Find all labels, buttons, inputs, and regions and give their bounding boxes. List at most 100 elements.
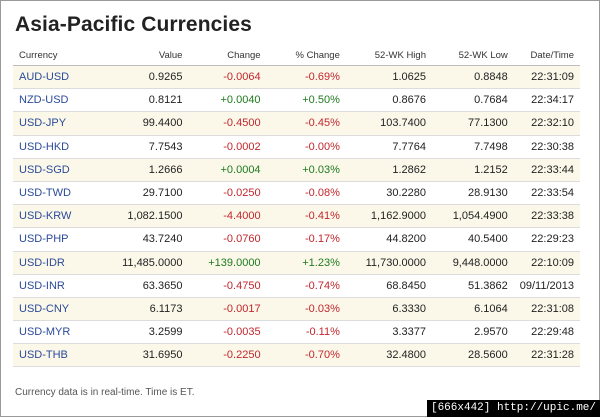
currency-symbol-link[interactable]: USD-JPY (13, 111, 104, 136)
datetime-cell: 22:10:09 (513, 251, 580, 275)
table-header-row: Currency Value Change % Change 52-WK Hig… (13, 45, 580, 66)
change-cell: -0.0250 (188, 181, 267, 206)
52wk-high-cell: 3.3377 (345, 320, 432, 345)
value-cell: 29.7100 (103, 181, 189, 206)
currency-symbol-link[interactable]: USD-THB (13, 343, 104, 368)
datetime-cell: 22:31:28 (513, 343, 580, 368)
52wk-low-cell: 77.1300 (431, 111, 514, 136)
52wk-high-cell: 0.8676 (345, 88, 432, 113)
change-cell: -0.4750 (188, 274, 267, 298)
change-cell: -0.0002 (188, 135, 267, 159)
change-cell: -0.0760 (188, 227, 267, 252)
value-cell: 1.2666 (103, 158, 189, 182)
currency-symbol-link[interactable]: USD-KRW (13, 204, 104, 229)
pct-change-cell: -0.08% (266, 181, 346, 206)
datetime-cell: 22:33:38 (513, 204, 580, 229)
watermark-label: [666x442] http://upic.me/ (426, 400, 600, 417)
page-title: Asia-Pacific Currencies (15, 13, 252, 36)
table-row: USD-KRW 1,082.1500 -4.4000 -0.41% 1,162.9000… (13, 204, 580, 229)
52wk-low-cell: 0.8848 (431, 65, 514, 90)
change-cell: -0.2250 (188, 343, 267, 368)
52wk-high-cell: 1,162.9000 (345, 204, 432, 229)
table-row: USD-SGD 1.2666 +0.0004 +0.03% 1.2862 1.2152 22… (13, 158, 580, 182)
value-cell: 6.1173 (103, 297, 189, 322)
value-cell: 31.6950 (103, 343, 189, 368)
col-value-header[interactable]: Value (103, 45, 189, 66)
pct-change-cell: +1.23% (266, 251, 346, 275)
52wk-high-cell: 7.7764 (345, 135, 432, 159)
table-row: USD-IDR 11,485.0000 +139.0000 +1.23% 11,730.… (13, 251, 580, 275)
footnote: Currency data is in real-time. Time is E… (15, 387, 195, 398)
52wk-high-cell: 32.4800 (345, 343, 432, 368)
value-cell: 3.2599 (103, 320, 189, 345)
value-cell: 63.3650 (103, 274, 189, 298)
52wk-low-cell: 0.7684 (431, 88, 514, 113)
pct-change-cell: +0.50% (266, 88, 346, 113)
table-row: USD-HKD 7.7543 -0.0002 -0.00% 7.7764 7.7498 22… (13, 135, 580, 159)
pct-change-cell: -0.70% (266, 343, 346, 368)
52wk-low-cell: 9,448.0000 (431, 251, 514, 275)
change-cell: +0.0004 (188, 158, 267, 182)
currency-symbol-link[interactable]: USD-CNY (13, 297, 104, 322)
currency-symbol-link[interactable]: USD-SGD (13, 158, 104, 182)
pct-change-cell: -0.00% (266, 135, 346, 159)
52wk-high-cell: 1.0625 (345, 65, 432, 90)
value-cell: 99.4400 (103, 111, 189, 136)
52wk-high-cell: 6.3330 (345, 297, 432, 322)
datetime-cell: 22:33:54 (513, 181, 580, 206)
col-52wk-low-header[interactable]: 52-WK Low (431, 45, 514, 66)
value-cell: 0.8121 (103, 88, 189, 113)
table-row: AUD-USD 0.9265 -0.0064 -0.69% 1.0625 0.8848 22… (13, 65, 580, 90)
52wk-high-cell: 68.8450 (345, 274, 432, 298)
datetime-cell: 22:34:17 (513, 88, 580, 113)
table-row: USD-INR 63.3650 -0.4750 -0.74% 68.8450 51.386… (13, 274, 580, 298)
value-cell: 11,485.0000 (103, 251, 189, 275)
change-cell: -0.0064 (188, 65, 267, 90)
col-datetime-header[interactable]: Date/Time (513, 45, 580, 66)
currency-symbol-link[interactable]: NZD-USD (13, 88, 104, 113)
change-cell: -4.4000 (188, 204, 267, 229)
col-currency-header[interactable]: Currency (13, 45, 104, 66)
pct-change-cell: -0.41% (266, 204, 346, 229)
change-cell: +0.0040 (188, 88, 267, 113)
pct-change-cell: -0.17% (266, 227, 346, 252)
currency-symbol-link[interactable]: USD-MYR (13, 320, 104, 345)
value-cell: 1,082.1500 (103, 204, 189, 229)
pct-change-cell: -0.74% (266, 274, 346, 298)
currency-symbol-link[interactable]: USD-HKD (13, 135, 104, 159)
table-row: USD-TWD 29.7100 -0.0250 -0.08% 30.2280 28.913… (13, 181, 580, 206)
change-cell: +139.0000 (188, 251, 267, 275)
currency-symbol-link[interactable]: USD-INR (13, 274, 104, 298)
datetime-cell: 22:31:08 (513, 297, 580, 322)
change-cell: -0.0017 (188, 297, 267, 322)
datetime-cell: 22:32:10 (513, 111, 580, 136)
52wk-low-cell: 28.9130 (431, 181, 514, 206)
table-row: USD-JPY 99.4400 -0.4500 -0.45% 103.7400 77.13… (13, 111, 580, 136)
currency-symbol-link[interactable]: AUD-USD (13, 65, 104, 90)
col-change-header[interactable]: Change (188, 45, 267, 66)
pct-change-cell: +0.03% (266, 158, 346, 182)
col-pct-change-header[interactable]: % Change (266, 45, 346, 66)
datetime-cell: 22:33:44 (513, 158, 580, 182)
currency-table: Currency Value Change % Change 52-WK Hig… (13, 45, 580, 368)
pct-change-cell: -0.69% (266, 65, 346, 90)
52wk-low-cell: 51.3862 (431, 274, 514, 298)
value-cell: 7.7543 (103, 135, 189, 159)
currency-symbol-link[interactable]: USD-PHP (13, 227, 104, 252)
52wk-high-cell: 1.2862 (345, 158, 432, 182)
datetime-cell: 22:31:09 (513, 65, 580, 90)
table-row: USD-THB 31.6950 -0.2250 -0.70% 32.4800 28.560… (13, 343, 580, 368)
52wk-low-cell: 2.9570 (431, 320, 514, 345)
pct-change-cell: -0.03% (266, 297, 346, 322)
currency-symbol-link[interactable]: USD-IDR (13, 251, 104, 275)
52wk-high-cell: 44.8200 (345, 227, 432, 252)
currency-symbol-link[interactable]: USD-TWD (13, 181, 104, 206)
datetime-cell: 09/11/2013 (513, 274, 580, 298)
col-52wk-high-header[interactable]: 52-WK High (345, 45, 432, 66)
table-row: USD-CNY 6.1173 -0.0017 -0.03% 6.3330 6.1064 22… (13, 297, 580, 322)
datetime-cell: 22:29:23 (513, 227, 580, 252)
52wk-low-cell: 28.5600 (431, 343, 514, 368)
datetime-cell: 22:29:48 (513, 320, 580, 345)
table-row: USD-PHP 43.7240 -0.0760 -0.17% 44.8200 40.540… (13, 227, 580, 252)
pct-change-cell: -0.11% (266, 320, 346, 345)
